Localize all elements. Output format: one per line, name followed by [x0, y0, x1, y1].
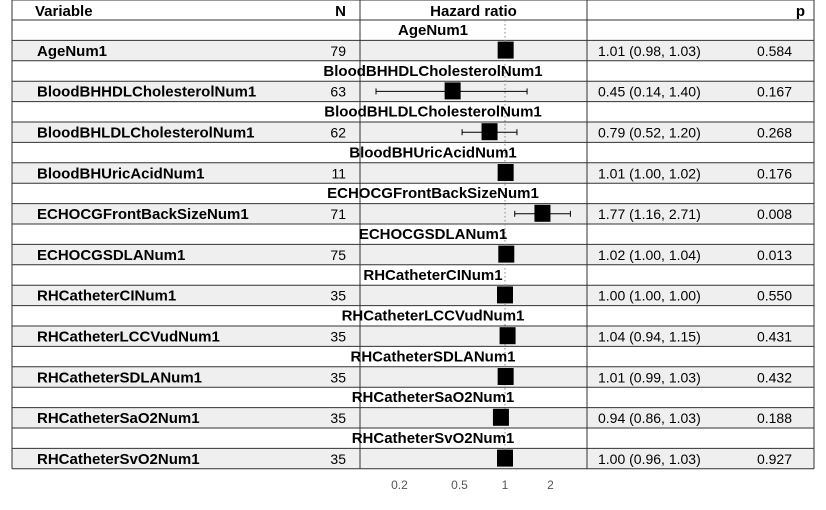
group-label: AgeNum1	[398, 22, 468, 39]
n-value: 11	[331, 165, 346, 181]
p-value: 0.008	[757, 206, 792, 222]
hr-point	[534, 204, 551, 222]
p-value: 0.268	[757, 125, 792, 141]
hr-point	[497, 449, 513, 467]
x-tick-label: 2	[547, 478, 554, 492]
hr-ci-text: 1.77 (1.16, 2.71)	[598, 206, 701, 222]
n-value: 62	[330, 125, 346, 141]
hr-ci-text: 1.01 (0.98, 1.03)	[598, 43, 701, 59]
value-row-bg	[12, 244, 814, 265]
hr-ci-text: 1.00 (0.96, 1.03)	[598, 451, 701, 467]
variable-label: RHCatheterSaO2Num1	[37, 410, 200, 427]
hr-ci-text: 1.02 (1.00, 1.04)	[598, 247, 701, 263]
variable-label: ECHOCGFrontBackSizeNum1	[37, 206, 249, 223]
hr-point	[497, 164, 514, 181]
p-value: 0.013	[757, 247, 792, 263]
group-label: BloodBHLDLCholesterolNum1	[324, 104, 542, 121]
group-label: RHCatheterCINum1	[363, 267, 502, 284]
n-value: 63	[330, 84, 346, 100]
hr-point	[481, 123, 498, 141]
header-variable: Variable	[35, 3, 93, 20]
value-row-bg	[12, 40, 814, 61]
hr-ci-text: 1.01 (0.99, 1.03)	[598, 369, 701, 385]
p-value: 0.176	[757, 165, 792, 181]
x-tick-label: 0.5	[451, 478, 468, 492]
n-value: 79	[330, 43, 346, 59]
hr-point	[497, 286, 513, 304]
n-value: 35	[330, 451, 346, 467]
value-row-bg	[12, 326, 814, 347]
hr-point	[498, 245, 515, 263]
group-label: BloodBHHDLCholesterolNum1	[323, 63, 542, 80]
variable-label: AgeNum1	[37, 43, 107, 60]
variable-label: RHCatheterCINum1	[37, 288, 176, 305]
hr-point	[497, 368, 514, 385]
group-label: ECHOCGSDLANum1	[359, 226, 507, 243]
value-row-bg	[12, 407, 814, 428]
n-value: 35	[330, 288, 346, 304]
p-value: 0.167	[757, 84, 792, 100]
variable-label: BloodBHUricAcidNum1	[37, 165, 205, 182]
n-value: 35	[330, 410, 346, 426]
value-row-bg	[12, 448, 814, 469]
p-value: 0.550	[757, 288, 792, 304]
variable-label: RHCatheterLCCVudNum1	[37, 329, 220, 346]
variable-label: BloodBHLDLCholesterolNum1	[37, 125, 255, 142]
hr-point	[492, 408, 509, 426]
header-n: N	[335, 3, 346, 20]
hr-ci-text: 1.01 (1.00, 1.02)	[598, 165, 701, 181]
value-row-bg	[12, 203, 814, 224]
hr-ci-text: 0.79 (0.52, 1.20)	[598, 125, 701, 141]
hr-ci-text: 1.04 (0.94, 1.15)	[598, 329, 701, 345]
value-row-bg	[12, 122, 814, 143]
header-p: p	[796, 3, 805, 20]
value-row-bg	[12, 366, 814, 388]
p-value: 0.188	[757, 410, 792, 426]
p-value: 0.431	[757, 329, 792, 345]
n-value: 75	[330, 247, 346, 263]
group-label: RHCatheterLCCVudNum1	[342, 308, 525, 325]
hr-ci-text: 0.94 (0.86, 1.03)	[598, 410, 701, 426]
variable-label: ECHOCGSDLANum1	[37, 247, 185, 264]
group-label: RHCatheterSvO2Num1	[352, 430, 515, 447]
n-value: 71	[330, 206, 346, 222]
value-row-bg	[12, 162, 814, 184]
variable-label: RHCatheterSDLANum1	[37, 369, 202, 386]
hr-point	[499, 327, 516, 345]
group-label: BloodBHUricAcidNum1	[349, 144, 517, 161]
hr-point	[444, 82, 461, 100]
x-tick-label: 0.2	[391, 478, 408, 492]
variable-label: RHCatheterSvO2Num1	[37, 451, 200, 468]
value-row-bg	[12, 285, 814, 306]
hr-ci-text: 1.00 (1.00, 1.00)	[598, 288, 701, 304]
p-value: 0.927	[757, 451, 792, 467]
hr-ci-text: 0.45 (0.14, 1.40)	[598, 84, 701, 100]
n-value: 35	[330, 369, 346, 385]
p-value: 0.584	[757, 43, 792, 59]
variable-label: BloodBHHDLCholesterolNum1	[37, 84, 256, 101]
n-value: 35	[330, 329, 346, 345]
group-label: RHCatheterSDLANum1	[350, 348, 515, 365]
group-label: RHCatheterSaO2Num1	[352, 389, 515, 406]
p-value: 0.432	[757, 369, 792, 385]
header-hazard-ratio: Hazard ratio	[430, 3, 517, 20]
group-label: ECHOCGFrontBackSizeNum1	[327, 185, 539, 202]
hr-point	[497, 41, 514, 59]
x-tick-label: 1	[502, 478, 509, 492]
